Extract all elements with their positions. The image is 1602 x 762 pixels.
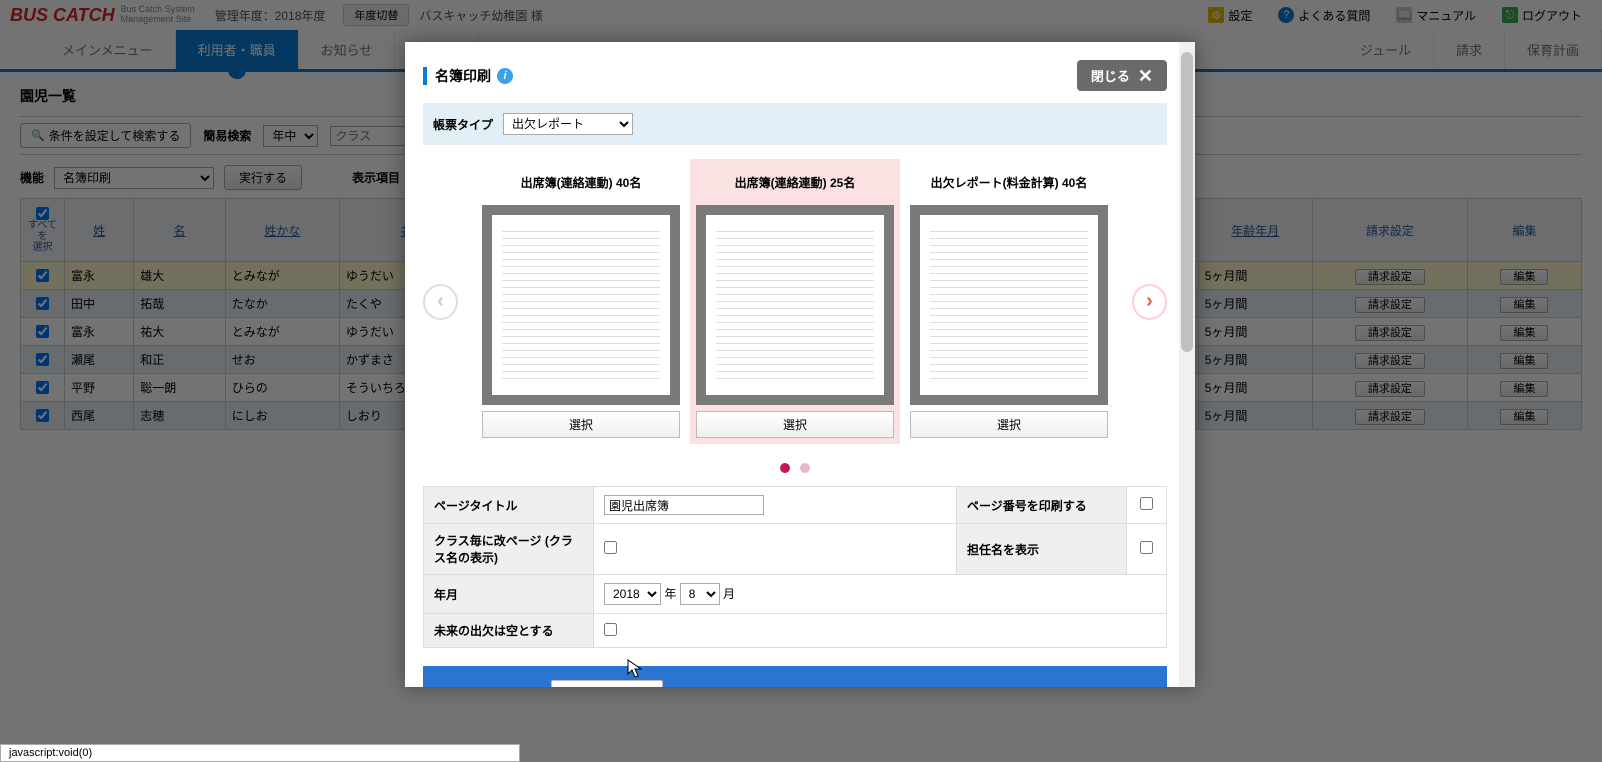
- create-roster-button[interactable]: ✎ 名簿を作成: [551, 680, 663, 687]
- template-select-button[interactable]: 選択: [482, 411, 680, 438]
- ym-label: 年月: [424, 575, 594, 614]
- report-type-select[interactable]: 出欠レポート: [503, 113, 633, 135]
- template-select-button[interactable]: 選択: [910, 411, 1108, 438]
- template-card: 出席簿(連絡連動) 40名選択: [476, 159, 686, 444]
- modal-title-text: 名簿印刷: [435, 66, 491, 86]
- template-card: 出席簿(連絡連動) 25名選択: [690, 159, 900, 444]
- report-type-label: 帳票タイプ: [433, 116, 493, 133]
- carousel-dots: [423, 458, 1167, 486]
- future-empty-checkbox[interactable]: [604, 623, 617, 636]
- print-modal: 名簿印刷 i 閉じる ✕ 帳票タイプ 出欠レポート ‹ 出席簿(連絡連動) 40…: [405, 42, 1195, 687]
- download-row: ダウンロード ✎ 名簿を作成: [423, 666, 1167, 687]
- modal-overlay[interactable]: 名簿印刷 i 閉じる ✕ 帳票タイプ 出欠レポート ‹ 出席簿(連絡連動) 40…: [0, 0, 1602, 762]
- month-select[interactable]: 8: [680, 583, 720, 605]
- template-preview: [482, 205, 680, 405]
- template-select-button[interactable]: 選択: [696, 411, 894, 438]
- close-button[interactable]: 閉じる ✕: [1077, 60, 1167, 91]
- year-select[interactable]: 2018: [604, 583, 661, 605]
- options-table: ページタイトル ページ番号を印刷する クラス毎に改ページ (クラス名の表示) 担…: [423, 486, 1167, 648]
- dot-1[interactable]: [780, 463, 790, 473]
- close-label: 閉じる: [1091, 66, 1130, 85]
- month-suffix: 月: [723, 587, 735, 601]
- print-pageno-checkbox[interactable]: [1140, 497, 1153, 510]
- close-icon: ✕: [1138, 67, 1153, 85]
- carousel-next-button[interactable]: ›: [1132, 284, 1167, 320]
- template-preview: [696, 205, 894, 405]
- page-title-input[interactable]: [604, 495, 764, 515]
- template-title: 出欠レポート(料金計算) 40名: [910, 165, 1108, 199]
- class-break-label: クラス毎に改ページ (クラス名の表示): [424, 524, 594, 575]
- template-title: 出席簿(連絡連動) 25名: [696, 165, 894, 199]
- page-title-label: ページタイトル: [424, 487, 594, 524]
- carousel-prev-button[interactable]: ‹: [423, 284, 458, 320]
- future-empty-label: 未来の出欠は空とする: [424, 614, 594, 648]
- template-carousel: ‹ 出席簿(連絡連動) 40名選択出席簿(連絡連動) 25名選択出欠レポート(料…: [423, 145, 1167, 458]
- show-teacher-checkbox[interactable]: [1140, 541, 1153, 554]
- class-break-text: クラス毎に改ページ: [434, 534, 542, 548]
- download-label: ダウンロード: [443, 687, 527, 688]
- class-break-checkbox[interactable]: [604, 541, 617, 554]
- dot-2[interactable]: [800, 463, 810, 473]
- template-title: 出席簿(連絡連動) 40名: [482, 165, 680, 199]
- template-card: 出欠レポート(料金計算) 40名選択: [904, 159, 1114, 444]
- show-teacher-label: 担任名を表示: [957, 524, 1127, 575]
- print-pageno-label: ページ番号を印刷する: [957, 487, 1127, 524]
- report-type-row: 帳票タイプ 出欠レポート: [423, 103, 1167, 145]
- year-suffix: 年: [664, 587, 676, 601]
- info-icon[interactable]: i: [497, 68, 513, 84]
- modal-scrollbar[interactable]: [1179, 42, 1195, 687]
- template-preview: [910, 205, 1108, 405]
- modal-title: 名簿印刷 i: [423, 66, 513, 86]
- status-bar: javascript:void(0): [0, 744, 520, 762]
